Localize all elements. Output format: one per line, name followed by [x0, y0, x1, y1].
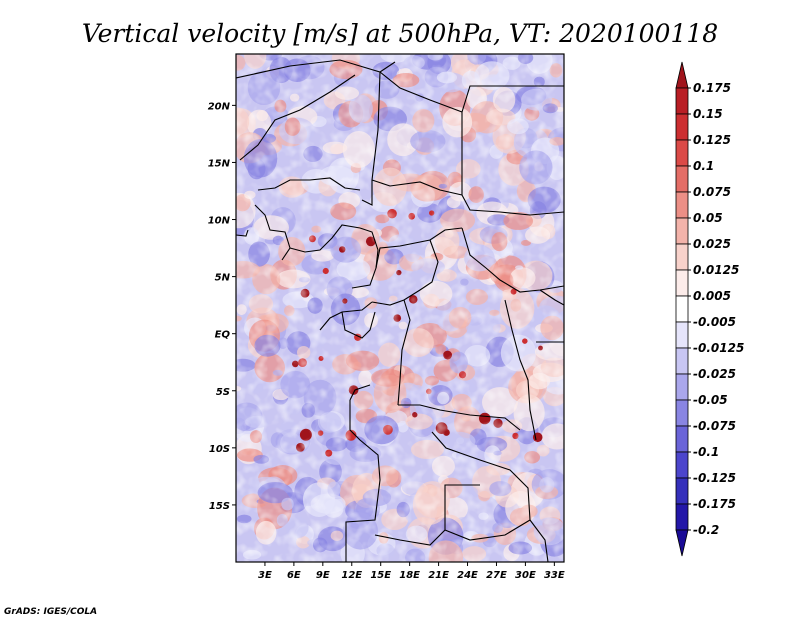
colorbar-swatch [675, 191, 689, 219]
colorbar-swatch [675, 399, 689, 427]
map-frame [235, 53, 565, 563]
lon-tick-label: 21E [428, 570, 449, 581]
colorbar-label: -0.175 [693, 497, 736, 511]
colorbar-label: 0.1 [693, 159, 714, 173]
colorbar-label: 0.005 [693, 289, 731, 303]
colorbar-label: -0.0125 [693, 341, 744, 355]
colorbar-swatch [675, 503, 689, 531]
country-borders [236, 59, 564, 562]
figure-title: Vertical velocity [m/s] at 500hPa, VT: 2… [82, 19, 718, 48]
lat-tick-label: 10N [208, 216, 231, 227]
latitude-axis: 20N 15N 10N 5N EQ 5S 10S 15S [208, 101, 236, 512]
colorbar-swatch [675, 347, 689, 375]
lat-tick-label: 5N [215, 273, 231, 284]
colorbar-label: 0.0125 [693, 263, 739, 277]
colorbar-label: 0.025 [693, 237, 731, 251]
lat-tick-label: EQ [215, 330, 231, 341]
colorbar-swatch [675, 269, 689, 297]
colorbar-swatch [675, 165, 689, 193]
colorbar-label: 0.125 [693, 133, 731, 147]
colorbar-arrow-top [675, 61, 689, 89]
lon-tick-label: 15E [370, 570, 391, 581]
colorbar-swatch [675, 321, 689, 349]
colorbar-label: -0.075 [693, 419, 736, 433]
lon-tick-label: 18E [399, 570, 420, 581]
lon-tick-label: 24E [457, 570, 478, 581]
colorbar-swatch [675, 477, 689, 505]
lon-tick-label: 12E [341, 570, 362, 581]
colorbar-swatch [675, 139, 689, 167]
colorbar-label: 0.175 [693, 81, 731, 95]
longitude-axis: 3E 6E 9E 12E 15E 18E 21E 24E 27E 30E 33E [258, 562, 565, 581]
lon-tick-label: 9E [316, 570, 330, 581]
colorbar-swatch [675, 87, 689, 115]
colorbar-swatch [675, 425, 689, 453]
lon-tick-label: 30E [515, 570, 536, 581]
lat-tick-label: 15S [209, 501, 230, 512]
colorbar-swatch [675, 451, 689, 479]
colorbar-swatch [675, 243, 689, 271]
colorbar-swatch [675, 295, 689, 323]
colorbar-label: -0.125 [693, 471, 736, 485]
lat-tick-label: 20N [208, 101, 231, 112]
lat-tick-label: 10S [209, 444, 230, 455]
credit-label: GrADS: IGES/COLA [4, 607, 97, 617]
colorbar: 0.175 0.15 0.125 0.1 0.075 0.05 0.025 0.0125 0.0… [675, 61, 744, 557]
lon-tick-label: 3E [258, 570, 272, 581]
lat-tick-label: 5S [216, 387, 230, 398]
colorbar-label: 0.05 [693, 211, 723, 225]
map-panel [236, 54, 564, 562]
colorbar-swatch [675, 373, 689, 401]
field-texture [236, 54, 564, 562]
colorbar-label: -0.1 [693, 445, 719, 459]
colorbar-label: 0.075 [693, 185, 731, 199]
colorbar-label: 0.15 [693, 107, 723, 121]
colorbar-swatch [675, 113, 689, 141]
colorbar-label: -0.05 [693, 393, 728, 407]
colorbar-arrow-bottom [675, 529, 689, 557]
colorbar-label: -0.005 [693, 315, 736, 329]
colorbar-label: -0.2 [693, 523, 719, 537]
lon-tick-label: 33E [544, 570, 565, 581]
lon-tick-label: 27E [486, 570, 507, 581]
colorbar-swatch [675, 217, 689, 245]
colorbar-label: -0.025 [693, 367, 736, 381]
lat-tick-label: 15N [208, 158, 231, 169]
lon-tick-label: 6E [287, 570, 301, 581]
